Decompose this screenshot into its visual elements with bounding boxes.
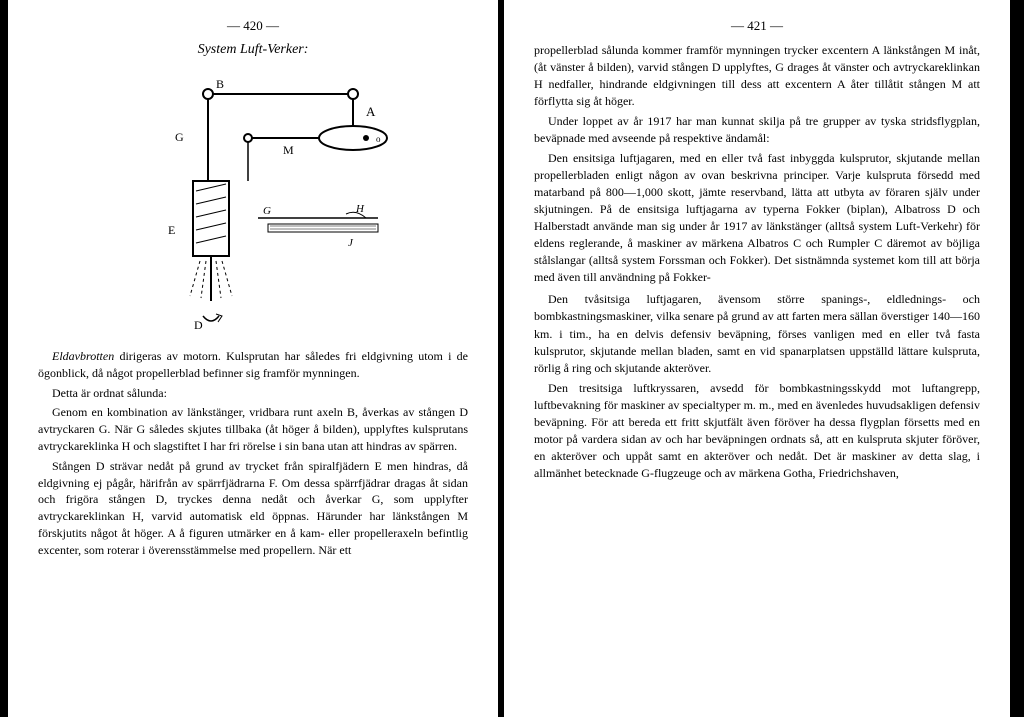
tresitsiga-term: Den tresitsiga luftkryssaren, [548, 381, 699, 395]
label-h: H [355, 203, 365, 215]
label-m: M [283, 143, 294, 157]
label-a: A [366, 104, 376, 119]
ensitsiga-term: Den ensitsiga luftjagaren, [548, 151, 675, 165]
left-body-text: Eldavbrotten dirigeras av motorn. Kulspr… [38, 348, 468, 559]
label-g: G [175, 130, 184, 144]
label-o: o [376, 134, 381, 144]
left-p4: Stången D strävar nedåt på grund av tryc… [38, 458, 468, 559]
right-p2: Under loppet av år 1917 har man kunnat s… [534, 113, 980, 147]
page-left: — 420 — System Luft-Verker: B A o M G E [8, 0, 498, 717]
label-d: D [194, 318, 203, 332]
tvasitsiga-term: Den tvåsitsiga luftjagaren, [548, 292, 701, 306]
label-e: E [168, 223, 175, 237]
page-number-left: — 420 — [38, 18, 468, 34]
mechanism-diagram: B A o M G E D G [108, 66, 398, 336]
right-p3-rest: med en eller två fast inbyggda kulspruto… [534, 151, 980, 284]
page-right: — 421 — propellerblad sålunda kommer fra… [504, 0, 1010, 717]
diagram-title: System Luft-Verker: [38, 42, 468, 58]
right-body-text: propellerblad sålunda kommer framför myn… [534, 42, 980, 482]
label-j: J [348, 237, 354, 249]
right-p5-rest: avsedd för bombkastningsskydd mot luftan… [534, 381, 980, 480]
eldavbrotten-term: Eldavbrotten [52, 349, 114, 363]
left-p2: Detta är ordnat sålunda: [38, 385, 468, 402]
left-p3: Genom en kombination av länkstänger, vri… [38, 404, 468, 454]
page-number-right: — 421 — [534, 18, 980, 34]
label-g2: G [263, 205, 271, 217]
label-b: B [216, 77, 224, 91]
right-p1: propellerblad sålunda kommer framför myn… [534, 42, 980, 110]
defensiv-term: defensiv [670, 327, 711, 341]
